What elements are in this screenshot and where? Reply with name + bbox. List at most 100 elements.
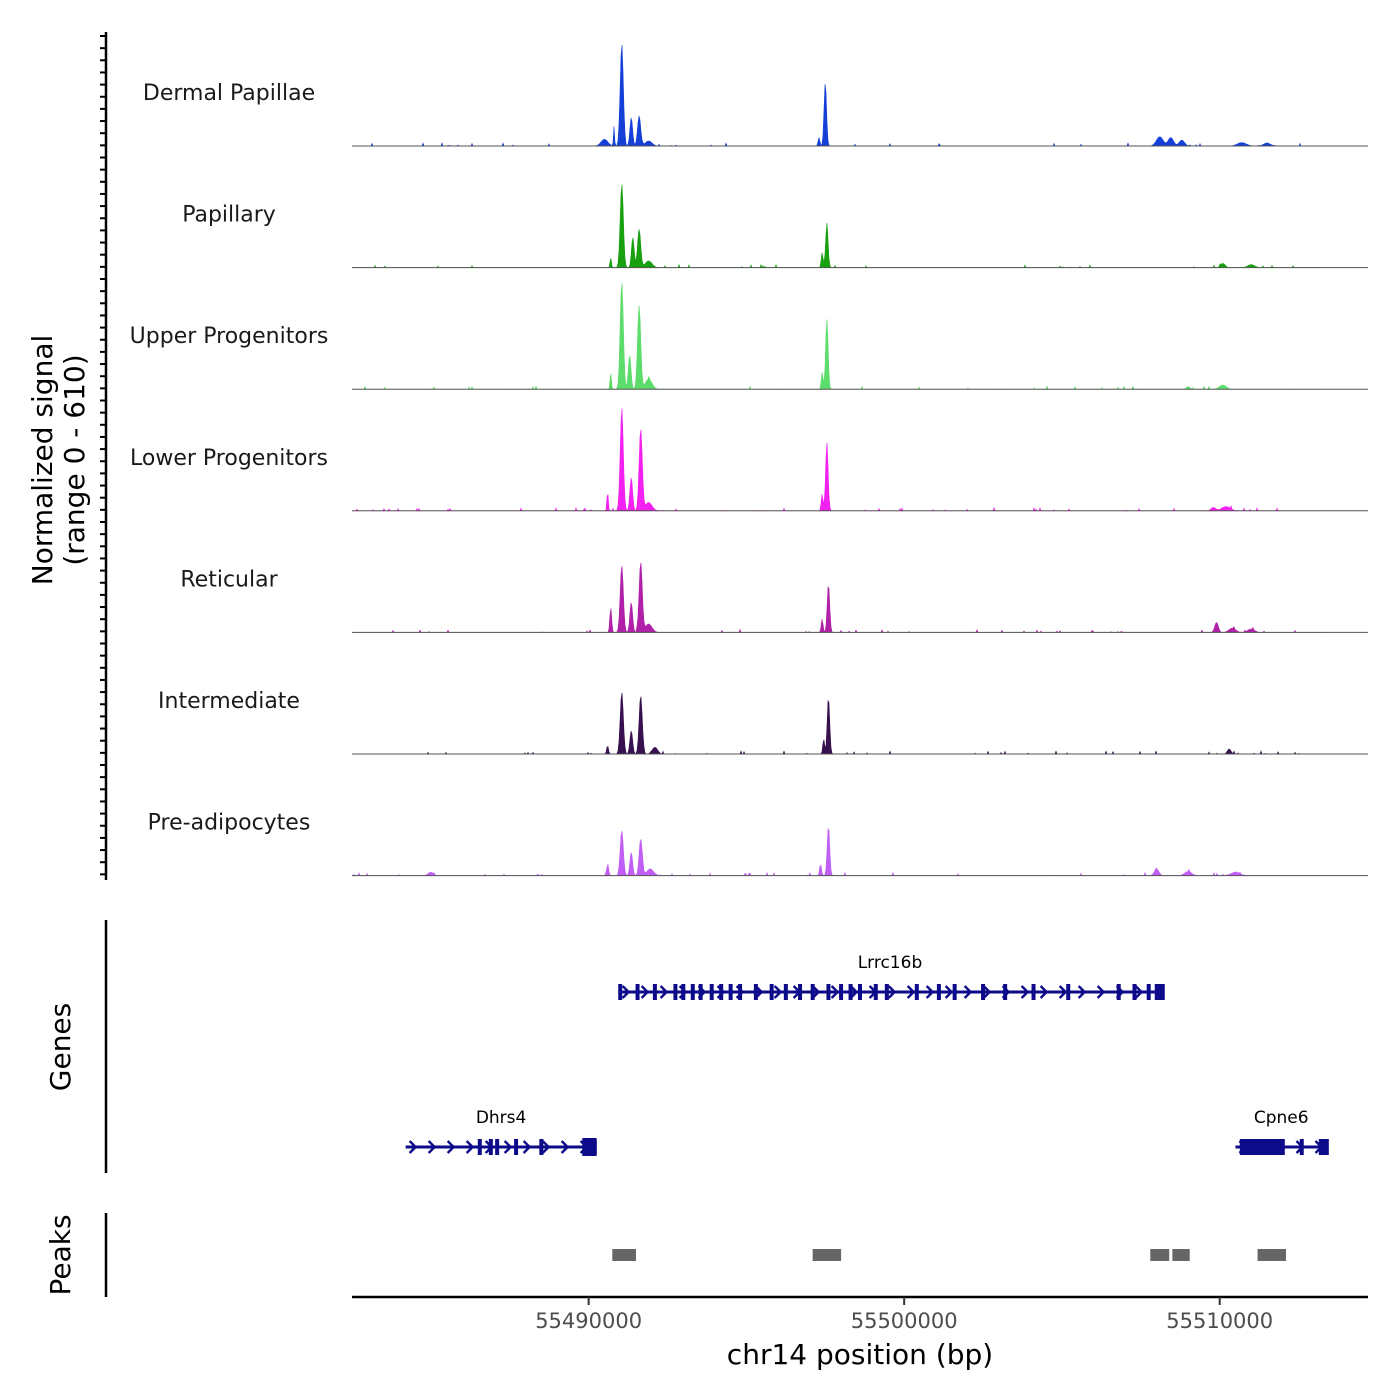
signal-area (352, 408, 1323, 512)
exon (709, 984, 714, 1000)
coverage-y-axis (100, 32, 108, 880)
peak-track (612, 1249, 1286, 1261)
signal-area (352, 562, 1323, 633)
track-label: Pre-adipocytes (148, 811, 311, 836)
signal-area (352, 184, 1323, 269)
x-tick-label: 55500000 (851, 1309, 958, 1333)
strand-arrow (1058, 985, 1068, 999)
exon (1299, 1139, 1304, 1155)
track-label: Lower Progenitors (130, 446, 328, 471)
exon (477, 1139, 482, 1155)
strand-arrow (925, 985, 935, 999)
exon (681, 984, 686, 1000)
exon (936, 984, 941, 1000)
exon (728, 984, 733, 1000)
track-lower-progenitors: Lower Progenitors (130, 408, 1368, 512)
strand-arrow (1077, 985, 1087, 999)
track-label: Papillary (182, 203, 276, 228)
exon (1146, 984, 1151, 1000)
strand-arrow (621, 985, 631, 999)
exon (618, 984, 623, 1000)
exon (914, 984, 919, 1000)
gene-track: Lrrc16b Dhrs4 Cpne6 (405, 953, 1329, 1156)
track-papillary: Papillary (182, 184, 1368, 269)
strand-arrow (465, 1140, 475, 1154)
strand-arrow (1096, 985, 1106, 999)
peaks-y-title: Peaks (44, 1214, 77, 1295)
strand-arrow (944, 985, 954, 999)
exon (1154, 984, 1165, 1000)
gene-dhrs4: Dhrs4 (405, 1108, 597, 1156)
exon (652, 984, 657, 1000)
track-intermediate: Intermediate (158, 689, 1368, 755)
exon (810, 984, 815, 1000)
exon (952, 984, 957, 1000)
exon (673, 984, 678, 1000)
strand-arrow (849, 985, 859, 999)
strand-arrow (503, 1140, 513, 1154)
exon (539, 1139, 544, 1155)
exon (1241, 1139, 1283, 1155)
exon (514, 1139, 519, 1155)
exon (738, 984, 743, 1000)
coverage-y-title-line2: (range 0 - 610) (58, 354, 91, 565)
strand-arrow (427, 1140, 437, 1154)
exon (873, 984, 878, 1000)
track-label: Intermediate (158, 689, 300, 714)
signal-area (352, 692, 1323, 755)
exon (884, 984, 889, 1000)
strand-arrow (560, 1140, 570, 1154)
genes-y-title: Genes (44, 1003, 77, 1091)
gene-label: Dhrs4 (476, 1108, 527, 1128)
x-axis-title: chr14 position (bp) (727, 1338, 993, 1371)
exon (858, 984, 862, 1000)
strand-arrow (640, 985, 650, 999)
track-upper-progenitors: Upper Progenitors (130, 283, 1368, 390)
exon (635, 984, 640, 1000)
track-pre-adipocytes: Pre-adipocytes (148, 811, 1368, 877)
exon (495, 1139, 500, 1155)
strand-arrow (887, 985, 897, 999)
exon (488, 1139, 493, 1155)
x-tick-label: 55510000 (1166, 1309, 1273, 1333)
strand-arrow (906, 985, 916, 999)
strand-arrow (446, 1140, 456, 1154)
track-label: Dermal Papillae (143, 81, 315, 106)
exon (1003, 984, 1008, 1000)
gene-label: Cpne6 (1254, 1108, 1309, 1128)
strand-arrow (541, 1140, 551, 1154)
track-reticular: Reticular (180, 562, 1368, 633)
exon (1318, 1139, 1329, 1155)
track-label: Upper Progenitors (130, 324, 329, 349)
exon (848, 984, 853, 1000)
peak-region (1257, 1249, 1286, 1261)
exon (826, 984, 831, 1000)
signal-area (352, 283, 1323, 390)
strand-arrow (408, 1140, 418, 1154)
signal-area (352, 44, 1323, 147)
exon (981, 984, 986, 1000)
strand-arrow (1020, 985, 1030, 999)
peak-region (1150, 1249, 1170, 1261)
strand-arrow (963, 985, 973, 999)
gene-label: Lrrc16b (858, 953, 923, 973)
exon (839, 984, 844, 1000)
exon (1132, 984, 1137, 1000)
exon (582, 1138, 597, 1156)
strand-arrow (522, 1140, 532, 1154)
peak-region (1172, 1249, 1190, 1261)
strand-arrow (773, 985, 783, 999)
signal-area (352, 827, 1323, 877)
x-tick-label: 55490000 (535, 1309, 642, 1333)
gene-lrrc16b: Lrrc16b (618, 953, 1165, 1000)
exon (753, 984, 758, 1000)
strand-arrow (982, 985, 992, 999)
exon (719, 984, 724, 1000)
strand-arrow (659, 985, 669, 999)
exon (698, 984, 703, 1000)
exon (1031, 984, 1036, 1000)
exon (798, 984, 803, 1000)
strand-arrow (1134, 985, 1144, 999)
